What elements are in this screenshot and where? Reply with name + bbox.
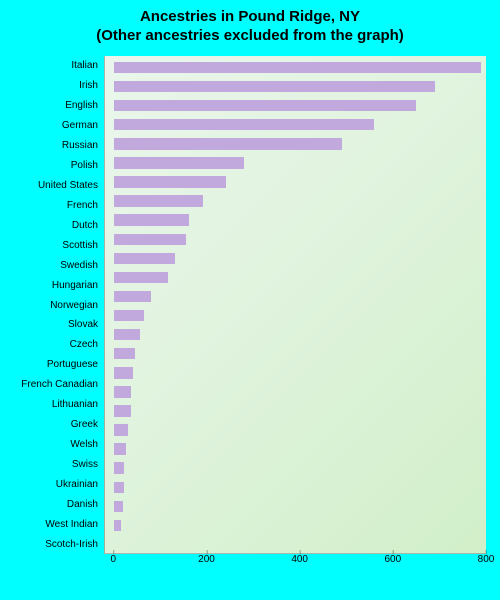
bar <box>114 424 128 435</box>
x-tick-mark <box>300 550 301 554</box>
bar <box>114 81 435 92</box>
y-label: Ukrainian <box>10 474 104 494</box>
bar-row <box>105 211 486 230</box>
bar <box>114 310 144 321</box>
bar <box>114 329 140 340</box>
bar-row <box>105 115 486 134</box>
bar-row <box>105 363 486 382</box>
bar <box>114 176 226 187</box>
y-label: Portuguese <box>10 355 104 375</box>
chart-title: Ancestries in Pound Ridge, NY (Other anc… <box>0 0 500 50</box>
x-tick: 400 <box>291 554 308 565</box>
y-label: English <box>10 96 104 116</box>
bar <box>114 405 130 416</box>
plot-wrap: ItalianIrishEnglishGermanRussianPolishUn… <box>10 54 490 572</box>
y-label: Irish <box>10 76 104 96</box>
y-label: French <box>10 195 104 215</box>
bar-row <box>105 459 486 478</box>
x-tick-label: 600 <box>384 554 401 565</box>
bar <box>114 291 151 302</box>
y-label: Greek <box>10 415 104 435</box>
x-tick: 0 <box>111 554 117 565</box>
y-axis-labels: ItalianIrishEnglishGermanRussianPolishUn… <box>10 56 104 554</box>
x-tick-mark <box>393 550 394 554</box>
y-label: Italian <box>10 56 104 76</box>
bar <box>114 195 202 206</box>
bar-row <box>105 344 486 363</box>
bar-row <box>105 192 486 211</box>
bar <box>114 138 342 149</box>
y-label: German <box>10 116 104 136</box>
bar <box>114 253 174 264</box>
y-label: United States <box>10 176 104 196</box>
bar <box>114 119 374 130</box>
y-label: Slovak <box>10 315 104 335</box>
y-label: Scotch-Irish <box>10 534 104 554</box>
y-label: Lithuanian <box>10 395 104 415</box>
chart-title-line2: (Other ancestries excluded from the grap… <box>10 27 490 46</box>
y-label: Welsh <box>10 435 104 455</box>
bar-row <box>105 153 486 172</box>
y-label: Dutch <box>10 215 104 235</box>
chart-title-line1: Ancestries in Pound Ridge, NY <box>10 8 490 27</box>
bar-row <box>105 58 486 77</box>
bar-row <box>105 497 486 516</box>
bar <box>114 367 133 378</box>
bar-row <box>105 382 486 401</box>
x-tick-label: 0 <box>111 554 117 565</box>
y-label: Swiss <box>10 454 104 474</box>
bar-row <box>105 306 486 325</box>
bar-row <box>105 516 486 535</box>
bar-row <box>105 420 486 439</box>
y-label: Russian <box>10 136 104 156</box>
bars-container <box>105 58 486 535</box>
bar <box>114 443 126 454</box>
plot-area <box>104 56 486 554</box>
bar <box>114 234 186 245</box>
y-label: Polish <box>10 156 104 176</box>
bar-row <box>105 172 486 191</box>
bar <box>114 157 244 168</box>
bar <box>114 214 188 225</box>
bar-row <box>105 478 486 497</box>
bar-row <box>105 440 486 459</box>
bar-row <box>105 287 486 306</box>
x-tick: 200 <box>198 554 215 565</box>
bar-row <box>105 325 486 344</box>
y-label: Hungarian <box>10 275 104 295</box>
x-tick-label: 200 <box>198 554 215 565</box>
x-tick-mark <box>206 550 207 554</box>
bar <box>114 62 481 73</box>
bar <box>114 386 130 397</box>
bar <box>114 100 416 111</box>
y-label: Swedish <box>10 255 104 275</box>
x-tick-label: 400 <box>291 554 308 565</box>
bar-row <box>105 77 486 96</box>
y-label: Danish <box>10 494 104 514</box>
bar-row <box>105 401 486 420</box>
bar <box>114 272 167 283</box>
y-label: Norwegian <box>10 295 104 315</box>
y-label: Scottish <box>10 235 104 255</box>
y-label: West Indian <box>10 514 104 534</box>
x-tick: 800 <box>478 554 495 565</box>
x-tick-mark <box>486 550 487 554</box>
y-label: French Canadian <box>10 375 104 395</box>
bar <box>114 348 135 359</box>
x-tick-mark <box>113 550 114 554</box>
bar-row <box>105 134 486 153</box>
bar <box>114 501 122 512</box>
bar <box>114 462 123 473</box>
y-label: Czech <box>10 335 104 355</box>
x-tick: 600 <box>384 554 401 565</box>
bar-row <box>105 249 486 268</box>
x-axis: 0200400600800 <box>104 554 486 572</box>
bar <box>114 482 123 493</box>
bar-row <box>105 268 486 287</box>
bar-row <box>105 96 486 115</box>
bar-row <box>105 230 486 249</box>
x-tick-label: 800 <box>478 554 495 565</box>
chart-page: Ancestries in Pound Ridge, NY (Other anc… <box>0 0 500 600</box>
bar <box>114 520 121 531</box>
